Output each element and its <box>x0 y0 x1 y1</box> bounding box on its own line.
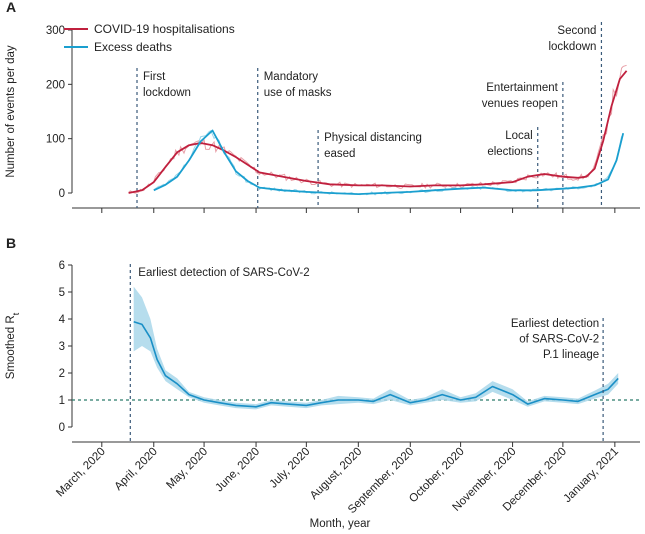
y-tick-label-a: 200 <box>46 79 65 91</box>
event-label-line: lockdown <box>143 87 191 99</box>
rt-line <box>133 320 619 408</box>
panel-b: B 0 1 2 3 4 5 6 Smoothed Rt Earliest detection of… <box>5 235 640 443</box>
event-label-line: P.1 lineage <box>543 349 599 361</box>
y-tick-label-a: 0 <box>59 188 65 200</box>
event-label-line: Local <box>505 130 533 142</box>
y-tick-label-b: 5 <box>59 287 65 299</box>
event-label-a: Mandatory use of masks <box>264 71 332 99</box>
event-label-line: Earliest detection of SARS-CoV-2 <box>138 267 309 279</box>
x-tick-label: October, 2020 <box>407 446 467 506</box>
panel-letter-a: A <box>6 0 16 15</box>
y-tick-label-b: 3 <box>59 341 65 353</box>
event-label-a: First lockdown <box>143 71 191 99</box>
event-label-line: Entertainment <box>486 82 558 94</box>
hospitalisations-daily-line <box>128 64 627 194</box>
event-label-line: First <box>143 71 166 83</box>
event-label-a: Entertainment venues reopen <box>482 82 559 110</box>
x-axis: March, 2020 April, 2020 May, 2020 June, 202… <box>54 442 621 530</box>
x-axis-label: Month, year <box>310 518 371 530</box>
event-label-line: Second <box>557 25 596 37</box>
event-label-line: elections <box>487 146 533 158</box>
panel-letter-b: B <box>6 235 16 251</box>
event-label-a: Second lockdown <box>548 25 596 53</box>
event-label-line: Earliest detection <box>511 318 599 330</box>
rt-confidence-band <box>133 286 619 410</box>
panel-a: A 0 100 200 300 Number of events per day First… <box>5 0 640 213</box>
event-label-line: of SARS-CoV-2 <box>519 334 599 346</box>
x-tick-label: March, 2020 <box>54 446 108 500</box>
y-tick-label-b: 1 <box>59 395 65 407</box>
x-tick-label: May, 2020 <box>164 446 210 492</box>
y-tick-label-b: 2 <box>59 368 65 380</box>
event-label-line: Mandatory <box>264 71 319 83</box>
x-tick-label: January, 2021 <box>562 446 621 505</box>
y-tick-label-b: 0 <box>59 422 65 434</box>
event-label-line: use of masks <box>264 87 332 99</box>
y-axis-label-b: Smoothed Rt <box>5 312 21 379</box>
event-label-b: Earliest detection of SARS-CoV-2 P.1 linea… <box>511 318 599 361</box>
legend-label-deaths: Excess deaths <box>94 40 172 54</box>
x-tick-label: April, 2020 <box>113 446 160 493</box>
event-label-b: Earliest detection of SARS-CoV-2 <box>138 267 309 279</box>
y-axis-label-b-sub: t <box>11 312 21 315</box>
hospitalisations-line <box>128 70 628 194</box>
event-label-line: venues reopen <box>482 98 558 110</box>
legend-label-hosp: COVID-19 hospitalisations <box>94 22 235 36</box>
y-axis-label-a: Number of events per day <box>5 45 17 178</box>
y-tick-label-a: 300 <box>46 25 65 37</box>
x-tick-label: July, 2020 <box>268 446 313 491</box>
event-label-line: Physical distancing <box>324 132 422 144</box>
y-tick-label-a: 100 <box>46 134 65 146</box>
y-axis-label-b-main: Smoothed R <box>5 315 17 379</box>
event-label-a: Physical distancing eased <box>324 132 422 160</box>
y-tick-label-b: 6 <box>59 260 65 272</box>
y-tick-label-b: 4 <box>59 314 66 326</box>
excess-deaths-line <box>153 129 625 195</box>
event-label-a: Local elections <box>487 130 533 158</box>
x-tick-label: June, 2020 <box>213 446 262 495</box>
x-tick-label: August, 2020 <box>308 446 364 502</box>
event-label-line: lockdown <box>548 41 596 53</box>
event-label-line: eased <box>324 148 355 160</box>
